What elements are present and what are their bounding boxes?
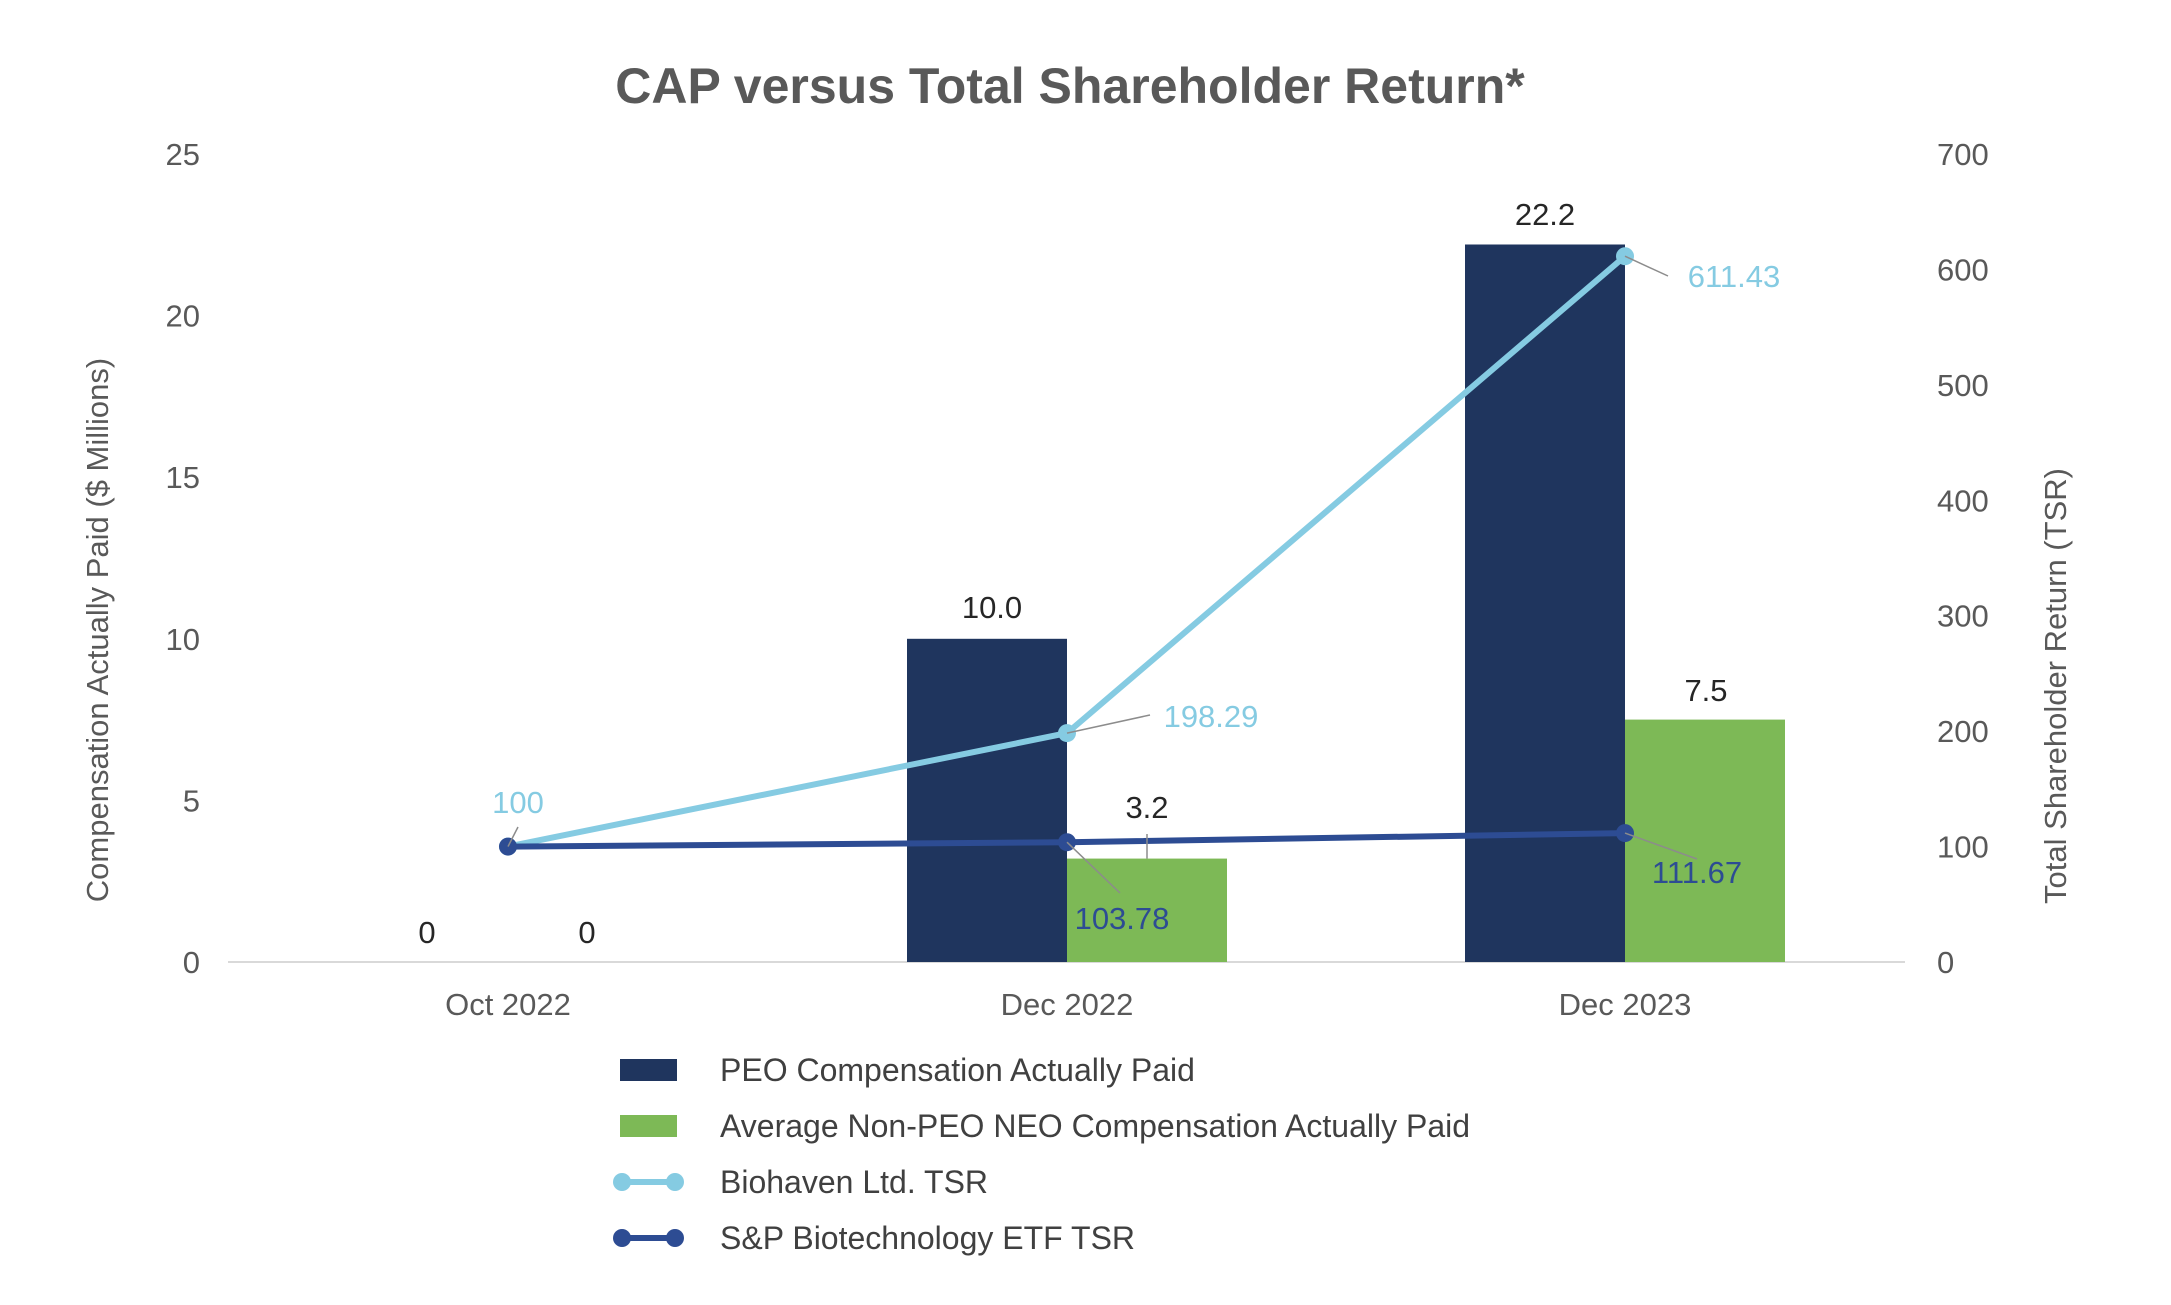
legend-label: S&P Biotechnology ETF TSR	[720, 1220, 1135, 1256]
chart-title: CAP versus Total Shareholder Return*	[615, 58, 1525, 114]
left-tick-label: 10	[166, 622, 200, 657]
bar-neo	[1067, 858, 1227, 962]
x-tick-label: Dec 2023	[1559, 987, 1692, 1022]
bar-peo	[907, 638, 1067, 962]
left-tick-label: 0	[183, 945, 200, 980]
leader-line	[507, 826, 519, 847]
legend-marker	[666, 1229, 684, 1247]
right-tick-label: 600	[1937, 252, 1989, 287]
right-tick-label: 100	[1937, 830, 1989, 865]
leader-line	[1066, 841, 1121, 894]
data-label: 3.2	[1125, 790, 1168, 825]
data-label: 0	[418, 915, 435, 950]
right-axis-title: Total Shareholder Return (TSR)	[2038, 468, 2073, 904]
left-tick-label: 25	[166, 137, 200, 172]
right-tick-label: 0	[1937, 945, 1954, 980]
data-label: 7.5	[1684, 673, 1727, 708]
leader-line	[1624, 832, 1698, 860]
right-tick-label: 400	[1937, 483, 1989, 518]
left-axis-title: Compensation Actually Paid ($ Millions)	[80, 358, 115, 902]
bar-peo	[1465, 244, 1625, 963]
right-tick-label: 500	[1937, 368, 1989, 403]
leader-line	[1624, 255, 1669, 277]
legend-label: Average Non-PEO NEO Compensation Actuall…	[720, 1108, 1470, 1144]
data-label: 0	[578, 915, 595, 950]
x-tick-label: Dec 2022	[1001, 987, 1134, 1022]
left-tick-label: 5	[183, 783, 200, 818]
right-tick-label: 200	[1937, 714, 1989, 749]
data-label: 100	[492, 785, 544, 820]
legend-label: PEO Compensation Actually Paid	[720, 1052, 1195, 1088]
data-label: 198.29	[1164, 699, 1259, 734]
legend-marker	[613, 1229, 631, 1247]
legend-swatch	[620, 1115, 677, 1137]
right-tick-label: 700	[1937, 137, 1989, 172]
x-tick-label: Oct 2022	[445, 987, 571, 1022]
data-label: 103.78	[1075, 901, 1170, 936]
legend-swatch	[620, 1059, 677, 1081]
leader-line	[1066, 714, 1151, 734]
bar-neo	[1625, 719, 1785, 962]
data-label: 10.0	[962, 590, 1022, 625]
legend-marker	[666, 1173, 684, 1191]
data-label: 611.43	[1688, 259, 1781, 294]
left-tick-label: 20	[166, 299, 200, 334]
legend-label: Biohaven Ltd. TSR	[720, 1164, 988, 1200]
right-tick-label: 300	[1937, 599, 1989, 634]
data-label: 111.67	[1652, 855, 1742, 890]
legend-marker	[613, 1173, 631, 1191]
data-label: 22.2	[1515, 197, 1575, 232]
left-tick-label: 15	[166, 460, 200, 495]
